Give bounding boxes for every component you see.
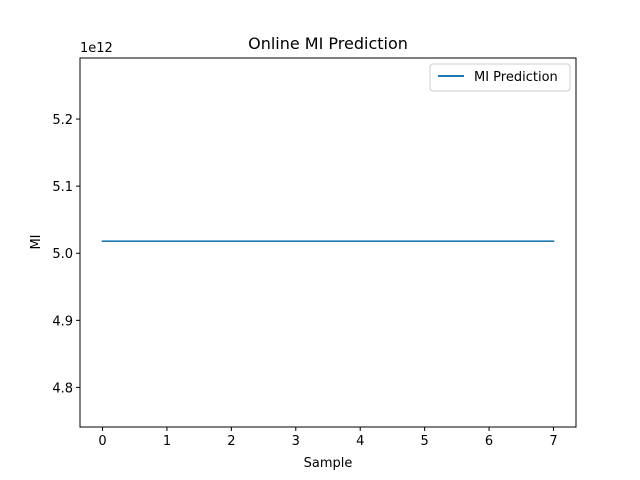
y-axis-label: MI (29, 234, 44, 249)
x-tick-label-0: 0 (98, 434, 106, 449)
y-tick-label-0: 4.8 (52, 381, 73, 396)
x-tick-label-2: 2 (227, 434, 235, 449)
y-tick-label-1: 4.9 (52, 314, 73, 329)
x-tick-label-7: 7 (549, 434, 557, 449)
y-axis-offset-text: 1e12 (80, 41, 113, 56)
y-tick-label-3: 5.1 (52, 180, 73, 195)
y-tick-label-4: 5.2 (52, 113, 73, 128)
x-tick-label-5: 5 (420, 434, 428, 449)
x-tick-label-1: 1 (163, 434, 171, 449)
axes-frame (79, 57, 577, 428)
x-tick-label-3: 3 (292, 434, 300, 449)
x-tick-label-6: 6 (485, 434, 493, 449)
x-axis-label: Sample (304, 456, 353, 471)
legend-label: MI Prediction (474, 70, 558, 85)
plot-area: 0 1 2 3 4 5 6 7 4.8 4.9 5.0 5.1 5.2 (52, 57, 577, 449)
legend: MI Prediction (429, 63, 571, 92)
legend-frame (429, 63, 571, 92)
x-tick-label-4: 4 (356, 434, 364, 449)
y-tick-label-2: 5.0 (52, 247, 73, 262)
chart-title: Online MI Prediction (248, 34, 408, 53)
